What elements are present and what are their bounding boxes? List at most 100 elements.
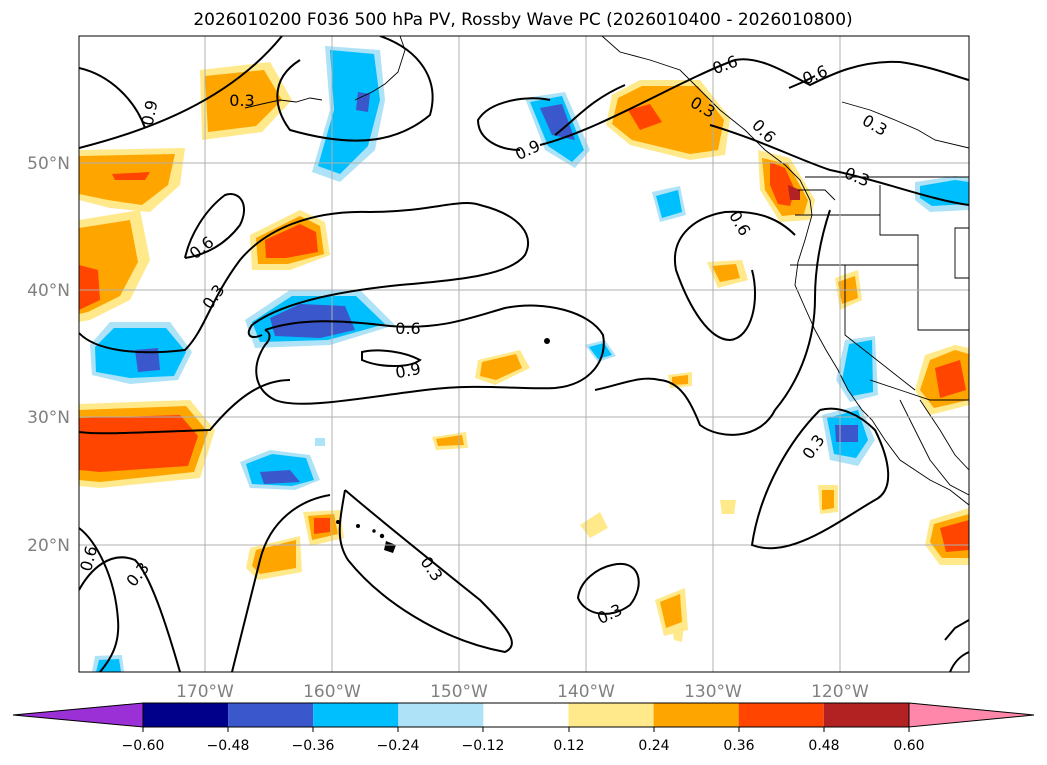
state-borders: [879, 185, 969, 331]
latitude-labels: 50°N 40°N 30°N 20°N: [27, 154, 70, 556]
positive-anomaly-vancouver-island: [758, 150, 815, 222]
contour-sw-0-6: [79, 527, 120, 672]
positive-anomaly-small-cells: [246, 260, 862, 642]
contour-label: 0.9: [138, 98, 162, 127]
colorbar-tick-label: 0.12: [553, 738, 584, 754]
lon-label-150w: 150°W: [430, 682, 488, 702]
colorbar-segment: [738, 703, 824, 727]
contour-nw-0-3: [79, 36, 283, 149]
colorbar-tick-label: −0.48: [207, 738, 250, 754]
colorbar-extend-low: [12, 702, 144, 728]
lon-label-120w: 120°W: [811, 682, 869, 702]
maui: [379, 533, 385, 539]
positive-anomaly-nw-pacific: [200, 62, 292, 140]
lat-label-20n: 20°N: [27, 536, 70, 556]
colorbar-segment: [483, 703, 569, 727]
baja-east-coast: [899, 399, 969, 496]
lat-label-40n: 40°N: [27, 281, 70, 301]
colorbar-tick-label: 0.60: [893, 738, 924, 754]
colorbar-segment: [228, 703, 314, 727]
small-island: [544, 338, 550, 344]
negative-anomaly-gulf-alaska: [525, 92, 590, 168]
pv-contours: [79, 36, 969, 672]
positive-anomaly-w-edge-30n: [79, 400, 215, 488]
ca-nv-border: [844, 265, 916, 391]
contour-label: 0.6: [76, 544, 101, 574]
graticule: [79, 36, 969, 672]
colorbar-ticks: [142, 727, 910, 732]
big-island: [384, 541, 396, 553]
lat-label-50n: 50°N: [27, 154, 70, 174]
colorbar-tick-label: −0.12: [462, 738, 505, 754]
lon-label-130w: 130°W: [684, 682, 742, 702]
aleutian-islands: [244, 97, 323, 109]
lon-label-140w: 140°W: [557, 682, 615, 702]
figure-title: 2026010200 F036 500 hPa PV, Rossby Wave …: [193, 10, 852, 30]
contour-ne-0-6: [539, 58, 969, 146]
puget-sound: [798, 189, 836, 201]
contour-east-0-3: [594, 209, 831, 436]
negative-anomaly-aleutians: [312, 46, 385, 182]
contour-gulf-0-9: [476, 97, 551, 151]
colorbar-tick-labels: −0.60 −0.48 −0.36 −0.24 −0.12 0.12 0.24 …: [122, 738, 925, 754]
map-frame: [78, 35, 970, 673]
lat-label-30n: 30°N: [27, 408, 70, 428]
colorbar-extend-high: [908, 702, 1035, 728]
coastlines-and-borders: [244, 36, 969, 506]
molokai: [372, 529, 376, 533]
contour-label: 0.9: [394, 359, 422, 382]
contour-east-0-3-loop: [750, 407, 890, 550]
contour-sw-0-3: [79, 556, 181, 672]
colorbar: −0.60 −0.48 −0.36 −0.24 −0.12 0.12 0.24 …: [12, 702, 1035, 754]
contour-s-0-6: [231, 494, 331, 672]
canada-coast-range: [841, 101, 969, 149]
lon-label-170w: 170°W: [176, 682, 234, 702]
colorbar-segment: [313, 703, 399, 727]
colorbar-frame: [142, 702, 910, 728]
hawaiian-islands: [336, 338, 550, 553]
lon-label-160w: 160°W: [303, 682, 361, 702]
contour-small-0-9: [361, 349, 422, 367]
negative-anomaly-small-cells: [92, 186, 686, 672]
positive-anomaly-baja-east: [915, 345, 969, 565]
colorbar-tick-label: −0.60: [122, 738, 165, 754]
colorbar-tick-label: 0.48: [808, 738, 839, 754]
contour-se-corner-2: [949, 651, 969, 672]
colorbar-segment: [398, 703, 484, 727]
mexico-border: [869, 379, 969, 401]
colorbar-segment: [568, 703, 654, 727]
map-area: 0.3 0.6 0.9 0.6 0.9 0.6 0.3 0.6 0.3 0.6 …: [76, 36, 969, 672]
contour-0-6-loop: [184, 193, 245, 259]
contour-se-0-3: [576, 562, 640, 615]
kauai: [336, 520, 340, 524]
negative-anomaly-california: [822, 336, 878, 466]
contour-label: 0.3: [229, 91, 254, 110]
negative-anomaly-165w-26n: [240, 450, 320, 490]
contour-ne-0-3: [709, 124, 969, 206]
contour-hawaii-0-3: [338, 489, 513, 654]
oahu: [356, 524, 360, 528]
contour-30n-0-3: [79, 379, 291, 435]
longitude-labels: 170°W 160°W 150°W 140°W 130°W 120°W: [176, 682, 869, 702]
ut-border: [954, 227, 969, 279]
colorbar-tick-label: −0.24: [377, 738, 420, 754]
contour-ne-tick: [788, 75, 816, 89]
contour-gulf-0-6: [554, 84, 626, 136]
positive-anomaly-165w-43n: [250, 210, 330, 270]
gulf-california: [919, 399, 969, 471]
west-coast: [601, 36, 969, 506]
contour-aleutian-0-3: [276, 36, 434, 142]
contour-central-0-6-upper: [79, 202, 529, 354]
contour-nw-0-9: [79, 67, 146, 129]
colorbar-tick-label: 0.36: [723, 738, 754, 754]
colorbar-tick-label: 0.24: [638, 738, 669, 754]
colorbar-segment: [653, 703, 739, 727]
colorbar-segment: [143, 703, 229, 727]
colorbar-tick-label: −0.36: [292, 738, 335, 754]
colorbar-segment: [823, 703, 909, 727]
shaded-pv-anomalies: [79, 46, 969, 672]
contour-0-6-east: [673, 210, 796, 342]
contour-se-corner: [944, 619, 969, 641]
contour-label: 0.6: [395, 319, 420, 338]
